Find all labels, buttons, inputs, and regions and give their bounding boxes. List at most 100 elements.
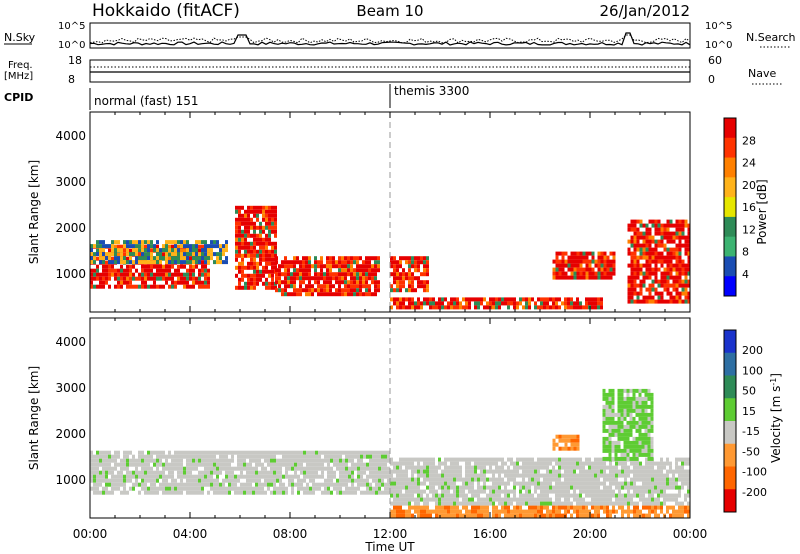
heatmap-cell xyxy=(198,458,201,463)
heatmap-cell xyxy=(654,271,658,276)
heatmap-cell xyxy=(684,509,687,514)
heatmap-cell xyxy=(312,462,315,467)
heatmap-cell xyxy=(93,470,96,475)
heatmap-cell xyxy=(213,466,216,471)
heatmap-cell xyxy=(684,243,688,248)
heatmap-cell xyxy=(564,297,567,302)
heatmap-cell xyxy=(399,260,402,265)
heatmap-cell xyxy=(543,461,546,466)
heatmap-cell xyxy=(256,265,259,270)
heatmap-cell xyxy=(525,497,528,502)
heatmap-cell xyxy=(519,473,522,478)
heatmap-cell xyxy=(274,233,277,238)
heatmap-cell xyxy=(323,288,326,293)
heatmap-cell xyxy=(489,301,492,306)
heatmap-cell xyxy=(408,509,411,514)
heatmap-cell xyxy=(450,505,453,510)
heatmap-cell xyxy=(426,301,429,306)
heatmap-cell xyxy=(162,462,165,467)
heatmap-cell xyxy=(623,436,627,441)
colorbar-segment xyxy=(724,375,736,399)
heatmap-cell xyxy=(678,251,682,256)
heatmap-cell xyxy=(273,462,276,467)
heatmap-cell xyxy=(483,465,486,470)
heatmap-cell xyxy=(132,272,135,277)
heatmap-cell xyxy=(309,486,312,491)
heatmap-cell xyxy=(528,301,531,306)
heatmap-cell xyxy=(278,280,281,285)
heatmap-cell xyxy=(402,280,405,285)
heatmap-cell xyxy=(597,263,601,268)
heatmap-cell xyxy=(105,252,108,257)
heatmap-cell xyxy=(522,509,525,514)
heatmap-cell xyxy=(123,272,126,277)
heatmap-cell xyxy=(279,490,282,495)
heatmap-cell xyxy=(591,259,595,264)
heatmap-cell xyxy=(420,473,423,478)
heatmap-cell xyxy=(435,481,438,486)
heatmap-cell xyxy=(259,233,262,238)
heatmap-cell xyxy=(540,493,543,498)
heatmap-cell xyxy=(222,252,225,257)
heatmap-cell xyxy=(629,432,633,437)
heatmap-cell xyxy=(177,280,180,285)
heatmap-cell xyxy=(552,305,555,310)
heatmap-cell xyxy=(123,260,126,265)
heatmap-cell xyxy=(305,284,308,289)
nave-label: Nave xyxy=(748,67,776,80)
heatmap-cell xyxy=(357,462,360,467)
heatmap-cell xyxy=(531,505,534,510)
heatmap-cell xyxy=(279,462,282,467)
heatmap-cell xyxy=(675,287,679,292)
heatmap-cell xyxy=(288,454,291,459)
heatmap-cell xyxy=(486,513,489,518)
heatmap-cell xyxy=(534,477,537,482)
heatmap-cell xyxy=(441,305,444,310)
heatmap-cell xyxy=(543,513,546,518)
freq-unit: [MHz] xyxy=(4,71,33,82)
heatmap-cell xyxy=(633,477,636,482)
heatmap-cell xyxy=(411,457,414,462)
heatmap-cell xyxy=(591,477,594,482)
heatmap-cell xyxy=(585,473,588,478)
heatmap-cell xyxy=(477,481,480,486)
heatmap-cell xyxy=(90,276,93,281)
heatmap-cell xyxy=(255,458,258,463)
heatmap-cell xyxy=(336,450,339,455)
heatmap-cell xyxy=(564,493,567,498)
heatmap-cell xyxy=(105,268,108,273)
colorbar-segment xyxy=(724,177,736,198)
heatmap-cell xyxy=(132,248,135,253)
heatmap-cell xyxy=(192,280,195,285)
heatmap-cell xyxy=(369,470,372,475)
heatmap-cell xyxy=(284,268,287,273)
heatmap-cell xyxy=(644,396,648,401)
heatmap-cell xyxy=(540,457,543,462)
heatmap-cell xyxy=(399,284,402,289)
heatmap-cell xyxy=(300,450,303,455)
heatmap-cell xyxy=(156,450,159,455)
heatmap-cell xyxy=(672,287,676,292)
heatmap-cell xyxy=(238,253,241,258)
heatmap-cell xyxy=(271,281,274,286)
heatmap-cell xyxy=(171,284,174,289)
heatmap-cell xyxy=(244,209,247,214)
heatmap-cell xyxy=(630,469,633,474)
heatmap-cell xyxy=(654,513,657,518)
heatmap-cell xyxy=(617,432,621,437)
heatmap-cell xyxy=(326,256,329,261)
heatmap-cell xyxy=(219,470,222,475)
heatmap-cell xyxy=(462,305,465,310)
heatmap-cell xyxy=(636,299,640,304)
heatmap-cell xyxy=(141,244,144,249)
heatmap-cell xyxy=(603,493,606,498)
heatmap-cell xyxy=(241,241,244,246)
heatmap-cell xyxy=(639,271,643,276)
heatmap-cell xyxy=(216,244,219,249)
heatmap-cell xyxy=(651,295,655,300)
heatmap-cell xyxy=(287,260,290,265)
heatmap-cell xyxy=(501,509,504,514)
heatmap-cell xyxy=(317,264,320,269)
heatmap-cell xyxy=(504,493,507,498)
heatmap-cell xyxy=(522,497,525,502)
